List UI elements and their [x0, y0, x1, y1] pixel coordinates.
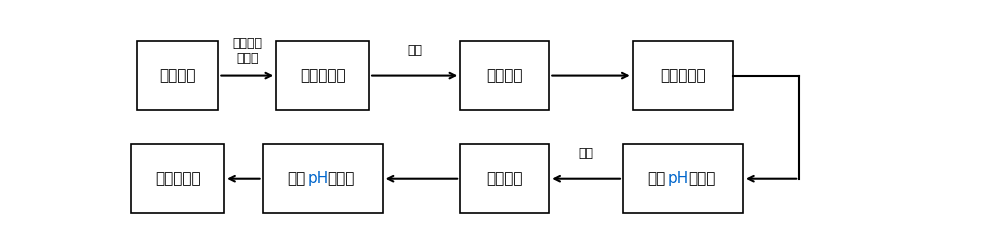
Bar: [276, 41, 369, 110]
Text: 加碱: 加碱: [407, 44, 422, 57]
Text: 脱水污泥: 脱水污泥: [159, 68, 196, 83]
Text: 至中性: 至中性: [328, 171, 355, 186]
Text: 酸预处理: 酸预处理: [486, 171, 523, 186]
Bar: [131, 144, 224, 213]
Bar: [633, 41, 733, 110]
Bar: [263, 144, 383, 213]
Text: 加水稀释
或浓缩: 加水稀释 或浓缩: [232, 37, 262, 65]
Text: pH: pH: [308, 171, 329, 186]
Text: 回调: 回调: [648, 171, 666, 186]
Bar: [137, 41, 218, 110]
Text: 厌氧反应釜: 厌氧反应釜: [155, 171, 201, 186]
Text: pH: pH: [668, 171, 689, 186]
Text: 碱预处理: 碱预处理: [486, 68, 523, 83]
Text: 加酸: 加酸: [579, 147, 594, 160]
Text: 回调: 回调: [287, 171, 306, 186]
Bar: [460, 41, 549, 110]
Bar: [460, 144, 549, 213]
Text: 至中性: 至中性: [688, 171, 715, 186]
Text: 处理后污泥: 处理后污泥: [300, 68, 345, 83]
Bar: [623, 144, 743, 213]
Text: 水热预处理: 水热预处理: [660, 68, 706, 83]
